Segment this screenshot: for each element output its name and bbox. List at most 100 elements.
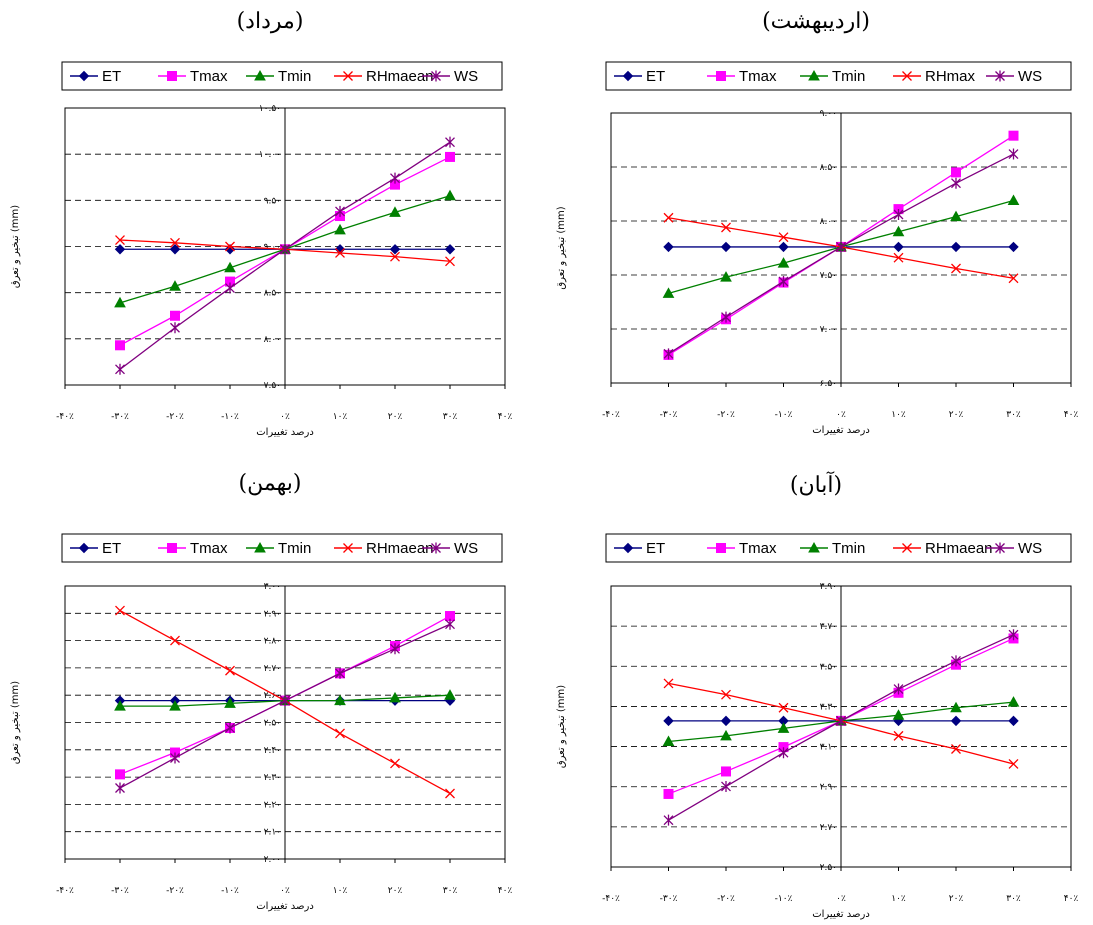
x-tick-label: -۴۰٪ <box>602 410 620 420</box>
data-point-Tmin <box>1009 697 1019 706</box>
y-tick-label: ۶.۵۰ <box>820 379 837 389</box>
data-point-ET <box>722 716 731 725</box>
data-point-WS <box>391 173 400 184</box>
x-tick-label: ۳۰٪ <box>1006 410 1021 420</box>
legend-label-ET: ET <box>646 68 665 85</box>
data-point-WS <box>171 752 180 763</box>
y-tick-label: ۸.۰۰ <box>820 217 837 227</box>
x-tick-label: -۳۰٪ <box>111 412 129 422</box>
legend-marker-Tmax <box>168 544 177 553</box>
x-tick-label: -۱۰٪ <box>775 410 793 420</box>
x-tick-label: ۲۰٪ <box>388 412 403 422</box>
legend-marker-Tmax <box>168 72 177 81</box>
y-tick-label: ۲.۵۰ <box>820 863 837 873</box>
x-tick-label: ۳۰٪ <box>443 412 458 422</box>
data-point-WS <box>952 178 961 189</box>
data-point-WS <box>894 209 903 220</box>
x-axis-label: درصد تغییرات <box>812 909 870 920</box>
data-point-RHmaean <box>952 744 961 753</box>
y-tick-label: ۱۰.۰۰ <box>259 150 281 160</box>
data-point-WS <box>116 364 125 375</box>
chart-aban-svg: (آبان)ET Tmax Tmin RHmaean WS۲.۵۰۲.۷۰۲.۹۰۳.۱… <box>546 462 1086 922</box>
data-point-ET <box>664 716 673 725</box>
data-point-WS <box>446 137 455 148</box>
x-tick-label: ۱۰٪ <box>333 412 348 422</box>
x-tick-label: ۴۰٪ <box>1064 410 1079 420</box>
y-axis-label: تبخیر و تعرق (mm) <box>556 206 567 289</box>
chart-title: (اردیبهشت) <box>762 9 870 34</box>
y-tick-label: ۲.۷۰ <box>820 823 837 833</box>
x-tick-label: ۲۰٪ <box>949 894 964 904</box>
y-tick-label: ۸.۵۰ <box>264 289 281 299</box>
data-point-Tmax <box>664 789 673 798</box>
y-tick-label: ۳.۰۰ <box>264 582 281 592</box>
legend-label-Tmax: Tmax <box>190 68 228 85</box>
y-tick-label: ۲.۶۰ <box>264 691 281 701</box>
chart-ordibehesht-svg: (اردیبهشت)ET Tmax Tmin RHmax WS۶.۵۰۷.۰۰۷.۵۰۸… <box>546 0 1086 460</box>
legend: ET Tmax Tmin RHmaean WS <box>606 534 1071 562</box>
y-tick-label: ۷.۵۰ <box>264 381 281 391</box>
x-axis-label: درصد تغییرات <box>256 427 314 438</box>
data-point-RHmaean <box>391 759 400 768</box>
data-point-RHmaean <box>779 703 788 712</box>
data-point-Tmax <box>116 770 125 779</box>
data-point-WS <box>226 283 235 294</box>
x-tick-label: ۰٪ <box>280 412 290 422</box>
legend-label-WS: WS <box>454 68 478 85</box>
chart-ordibehesht: (اردیبهشت) ET Tmax Tmin RHmax WS ۶.۵۰ ۷.۰۰ ۷.۵۰ ۸… <box>546 0 1086 460</box>
legend-label-Tmin: Tmin <box>832 540 865 557</box>
x-tick-label: -۲۰٪ <box>166 886 184 896</box>
x-tick-label: ۱۰٪ <box>891 410 906 420</box>
data-point-RHmaean <box>116 606 125 615</box>
legend-label-RHmax: RHmax <box>925 68 976 85</box>
legend-label-Tmin: Tmin <box>832 68 865 85</box>
chart-mordad: (مرداد) ET Tmax Tmin RHmaean WS ۷.۵۰ ۸.۰۰ ۸.۵۰ ۹.… <box>0 0 540 460</box>
legend-label-Tmin: Tmin <box>278 540 311 557</box>
data-point-RHmaean <box>226 666 235 675</box>
y-tick-label: ۳.۵۰ <box>820 662 837 672</box>
x-tick-label: -۱۰٪ <box>221 886 239 896</box>
y-tick-label: ۲.۳۰ <box>264 773 281 783</box>
y-axis-label: تبخیر و تعرق (mm) <box>10 205 21 288</box>
x-tick-label: -۲۰٪ <box>717 894 735 904</box>
legend-label-WS: WS <box>454 540 478 557</box>
y-tick-label: ۲.۷۰ <box>264 664 281 674</box>
legend: ET Tmax Tmin RHmaean WS <box>62 534 502 562</box>
y-tick-label: ۷.۰۰ <box>820 325 837 335</box>
data-point-Tmax <box>952 168 961 177</box>
x-tick-label: -۲۰٪ <box>717 410 735 420</box>
data-point-ET <box>952 242 961 251</box>
x-tick-label: ۰٪ <box>836 894 846 904</box>
chart-title: (مرداد) <box>237 9 304 34</box>
data-point-RHmaean <box>1009 759 1018 768</box>
data-point-WS <box>171 322 180 333</box>
x-tick-label: ۳۰٪ <box>1006 894 1021 904</box>
legend-label-ET: ET <box>102 540 121 557</box>
legend-label-WS: WS <box>1018 540 1042 557</box>
legend-label-Tmax: Tmax <box>739 68 777 85</box>
legend: ET Tmax Tmin RHmaean WS <box>62 62 502 90</box>
x-tick-label: ۲۰٪ <box>388 886 403 896</box>
chart-mordad-svg: (مرداد) ET Tmax Tmin RHmaean WS ۷.۵۰ ۸.۰۰ ۸.۵۰ ۹.… <box>0 0 540 460</box>
chart-aban: (آبان) ET Tmax Tmin RHmaean WS ۲.۵۰ ۲.۷۰ ۲.۹۰ ۳.۱… <box>546 462 1086 922</box>
y-tick-label: ۳.۱۰ <box>820 743 837 753</box>
data-point-ET <box>664 242 673 251</box>
x-tick-label: ۱۰٪ <box>333 886 348 896</box>
data-point-Tmin <box>445 690 455 699</box>
legend-label-Tmax: Tmax <box>739 540 777 557</box>
x-tick-label: -۲۰٪ <box>166 412 184 422</box>
legend-marker-Tmax <box>717 544 726 553</box>
data-point-WS <box>779 747 788 758</box>
data-point-Tmax <box>1009 131 1018 140</box>
chart-bahman-svg: (بهمن)ET Tmax Tmin RHmaean WS۲.۰۰۲.۱۰۲.۲۰۲.۳… <box>0 462 540 922</box>
data-point-WS <box>1009 149 1018 160</box>
legend-marker-Tmax <box>717 72 726 81</box>
x-tick-label: -۴۰٪ <box>56 886 74 896</box>
y-axis-label: تبخیر و تعرق (mm) <box>10 681 21 764</box>
legend-label-RHmaean: RHmaean <box>925 540 993 557</box>
data-point-RHmaean <box>446 789 455 798</box>
chart-title: (آبان) <box>790 471 842 498</box>
x-tick-label: ۴۰٪ <box>498 412 513 422</box>
x-tick-label: -۳۰٪ <box>111 886 129 896</box>
y-tick-label: ۱۰.۵۰ <box>259 104 281 114</box>
